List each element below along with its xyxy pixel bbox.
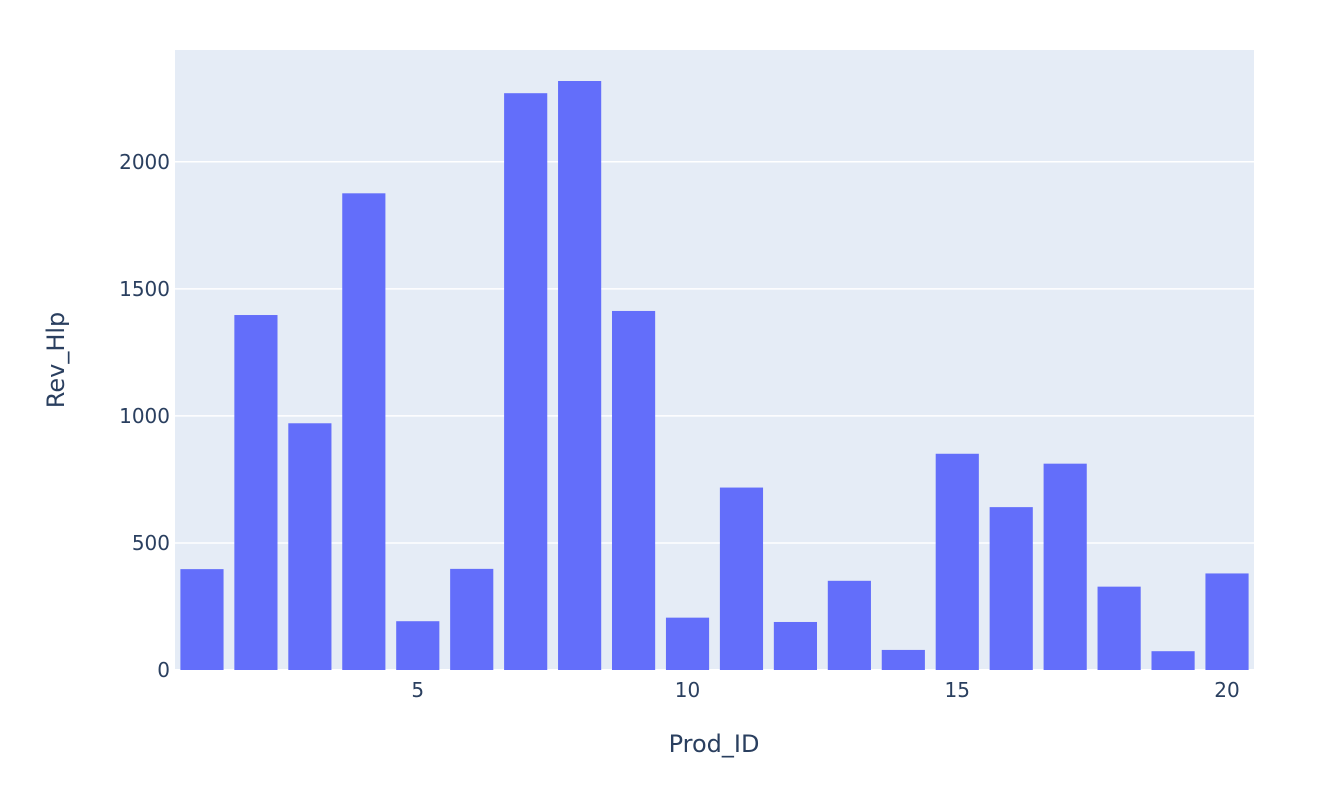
bar[interactable] bbox=[881, 649, 925, 670]
bar[interactable] bbox=[180, 569, 224, 670]
bar[interactable] bbox=[234, 315, 278, 670]
bars bbox=[180, 81, 1249, 671]
bar[interactable] bbox=[1097, 586, 1141, 670]
bar[interactable] bbox=[1151, 651, 1195, 670]
bar[interactable] bbox=[719, 487, 764, 670]
bar[interactable] bbox=[450, 568, 494, 670]
x-axis-title: Prod_ID bbox=[669, 730, 760, 758]
x-axis-ticks: 5 10 15 20 bbox=[411, 678, 1239, 702]
bar[interactable] bbox=[342, 193, 386, 671]
x-tick-label: 15 bbox=[945, 678, 970, 702]
bar[interactable] bbox=[504, 93, 548, 671]
y-axis-ticks: 0 500 1000 1500 2000 bbox=[119, 150, 170, 682]
y-tick-label: 1500 bbox=[119, 277, 170, 301]
bar[interactable] bbox=[611, 310, 656, 670]
y-tick-label: 500 bbox=[132, 531, 170, 555]
plot-area bbox=[175, 50, 1254, 670]
bar[interactable] bbox=[827, 580, 871, 670]
bar[interactable] bbox=[396, 621, 440, 670]
bar[interactable] bbox=[773, 621, 818, 670]
y-tick-label: 2000 bbox=[119, 150, 170, 174]
bar[interactable] bbox=[1205, 573, 1249, 670]
bar[interactable] bbox=[1043, 463, 1087, 670]
y-axis-title: Rev_Hlp bbox=[42, 312, 70, 409]
x-tick-label: 10 bbox=[675, 678, 700, 702]
bar[interactable] bbox=[288, 423, 332, 670]
x-tick-label: 5 bbox=[411, 678, 424, 702]
y-tick-label: 0 bbox=[157, 658, 170, 682]
x-tick-label: 20 bbox=[1214, 678, 1239, 702]
bar[interactable] bbox=[558, 81, 602, 670]
bar[interactable] bbox=[935, 453, 979, 670]
bar[interactable] bbox=[665, 617, 710, 670]
y-tick-label: 1000 bbox=[119, 404, 170, 428]
bar[interactable] bbox=[989, 507, 1033, 670]
